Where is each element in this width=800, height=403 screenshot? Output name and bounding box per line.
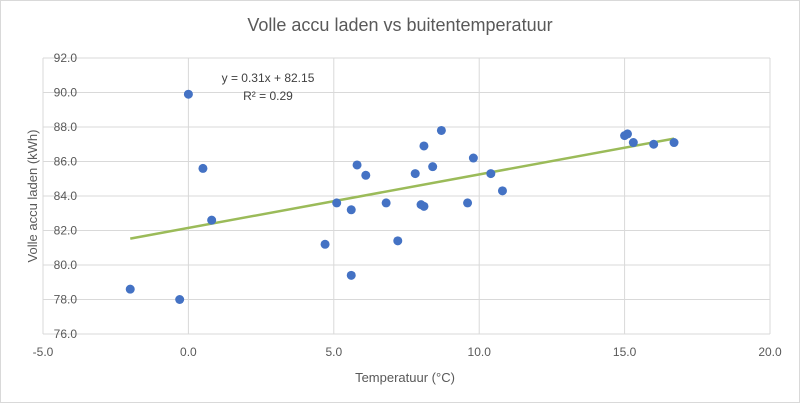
data-point	[628, 138, 638, 148]
x-tick-labels: -5.0 0.0 5.0 10.0 15.0 20.0	[33, 345, 782, 359]
data-point	[486, 169, 496, 179]
x-axis-title: Temperatuur (°C)	[355, 370, 455, 385]
x-tick-label: 5.0	[325, 345, 342, 359]
data-point	[207, 215, 217, 225]
gridlines	[42, 57, 771, 335]
data-point	[468, 153, 478, 163]
y-tick-label: 76.0	[54, 327, 78, 341]
data-point	[346, 205, 356, 215]
data-point	[497, 186, 507, 196]
y-tick-label: 80.0	[54, 258, 78, 272]
data-point	[428, 162, 438, 172]
y-axis-title: Volle accu laden (kWh)	[25, 130, 40, 263]
data-point	[346, 270, 356, 280]
trendline-r-squared: R² = 0.29	[243, 89, 293, 103]
data-point	[669, 138, 679, 148]
y-tick-label: 86.0	[54, 155, 78, 169]
y-tick-label: 90.0	[54, 86, 78, 100]
chart-title: Volle accu laden vs buitentemperatuur	[247, 15, 552, 35]
y-tick-label: 92.0	[54, 51, 78, 65]
data-point	[352, 160, 362, 170]
x-tick-label: 15.0	[613, 345, 637, 359]
data-point	[463, 198, 473, 208]
data-point	[419, 141, 429, 151]
data-point	[183, 89, 193, 99]
data-point	[623, 129, 633, 139]
y-tick-label: 84.0	[54, 189, 78, 203]
x-tick-label: -5.0	[33, 345, 54, 359]
data-point	[381, 198, 391, 208]
data-point	[332, 198, 342, 208]
data-point	[361, 170, 371, 180]
x-tick-label: 10.0	[468, 345, 492, 359]
data-point	[198, 163, 208, 173]
data-point	[419, 201, 429, 211]
y-tick-labels: 76.0 78.0 80.0 82.0 84.0 86.0 88.0 90.0 92.0	[54, 51, 78, 341]
trendline-equation: y = 0.31x + 82.15	[222, 71, 315, 85]
data-point	[410, 169, 420, 179]
x-tick-label: 0.0	[180, 345, 197, 359]
data-point	[436, 125, 446, 135]
trendline	[130, 137, 675, 240]
data-point	[649, 139, 659, 149]
data-point	[125, 284, 135, 294]
y-tick-label: 88.0	[54, 120, 78, 134]
data-point	[393, 236, 403, 246]
data-point	[175, 295, 185, 304]
y-tick-label: 82.0	[54, 224, 78, 238]
data-points	[125, 89, 679, 304]
y-tick-label: 78.0	[54, 293, 78, 307]
x-tick-label: 20.0	[758, 345, 782, 359]
data-point	[320, 239, 330, 249]
